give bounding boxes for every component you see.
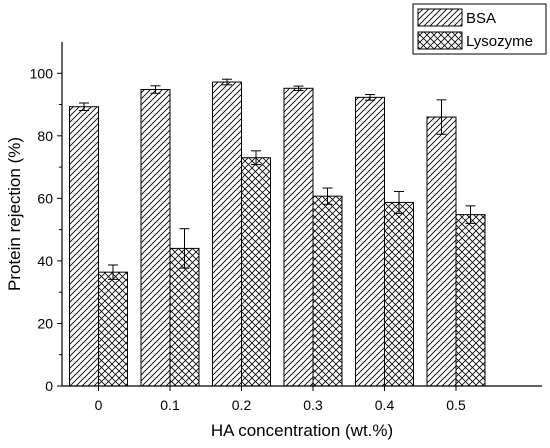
bar-bsa-0.3: [283, 87, 314, 387]
bars-layer: [69, 81, 486, 387]
x-tick-label: 0.1: [160, 397, 180, 413]
error-bar-bsa-0.5: [436, 99, 447, 135]
y-tick-label: 40: [37, 253, 53, 269]
y-tick-label: 60: [37, 190, 53, 206]
error-bar-bsa-0.2: [222, 78, 232, 86]
bar-lysozyme-0.3: [312, 195, 343, 387]
x-tick-label: 0: [95, 397, 103, 413]
bar-lysozyme-0.5: [455, 214, 486, 387]
bar-bsa-0.5: [426, 116, 457, 387]
error-bar-lysozyme-0.4: [394, 190, 404, 214]
x-tick-label: 0.5: [446, 397, 466, 413]
y-tick-label: 20: [37, 315, 53, 331]
error-bar-bsa-0: [79, 102, 89, 111]
bar-lysozyme-0: [98, 271, 128, 387]
error-bar-lysozyme-0.2: [251, 150, 261, 166]
error-bar-lysozyme-0.3: [322, 187, 333, 205]
legend-swatch-lysozyme: [417, 31, 463, 50]
bar-lysozyme-0.1: [169, 247, 200, 387]
y-axis-title: Protein rejection (%): [5, 137, 24, 291]
bar-lysozyme-0.4: [384, 201, 414, 387]
bar-bsa-0: [69, 106, 99, 387]
legend-label-bsa: BSA: [466, 10, 496, 27]
y-tick-label: 100: [30, 65, 54, 81]
bar-lysozyme-0.2: [241, 157, 271, 387]
error-bar-bsa-0.3: [293, 85, 304, 91]
legend-swatch-bsa: [417, 8, 463, 27]
x-axis-title: HA concentration (wt.%): [211, 421, 393, 440]
x-tick-label: 0.2: [232, 397, 252, 413]
x-tick-label: 0.4: [375, 397, 395, 413]
error-bar-lysozyme-0.1: [179, 228, 190, 269]
y-tick-label: 0: [45, 378, 53, 394]
error-bar-bsa-0.4: [365, 94, 375, 101]
y-ticks: 0 20 40 60 80 100: [30, 65, 62, 394]
legend: BSA Lysozyme: [412, 3, 547, 55]
x-tick-label: 0.3: [303, 397, 323, 413]
error-bar-lysozyme-0: [108, 264, 118, 280]
bar-bsa-0.2: [212, 81, 242, 387]
bar-bsa-0.1: [140, 89, 171, 387]
error-bars-layer: [79, 78, 476, 280]
error-bar-bsa-0.1: [150, 85, 161, 94]
y-tick-label: 80: [37, 128, 53, 144]
axes: [61, 42, 542, 387]
legend-label-lysozyme: Lysozyme: [466, 33, 533, 50]
x-ticks: 0 0.1 0.2 0.3 0.4 0.5: [95, 386, 466, 413]
bar-bsa-0.4: [355, 96, 385, 387]
error-bar-lysozyme-0.5: [465, 205, 476, 224]
